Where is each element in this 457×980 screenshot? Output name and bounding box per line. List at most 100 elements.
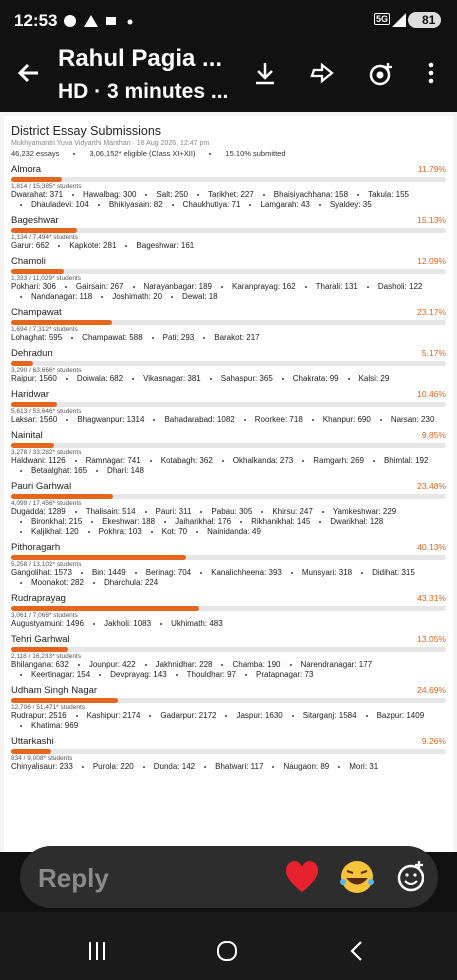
separator [304,285,307,288]
stat: 46,232 essays [11,149,60,158]
block-count: Syaldey: 35 [329,200,372,209]
block-count: Khirsu: 247 [272,507,313,516]
separator [134,571,137,574]
separator [249,203,252,206]
block-count: Ramnagar: 741 [85,456,141,465]
block-count: Jaspur: 1630 [236,711,283,720]
block-count: Chamba: 190 [232,660,281,669]
district: Udham Singh Nagar 24.69% 12,706 / 51,471* … [11,685,446,730]
block-item: Vikasnagar: 381 [123,374,201,383]
block-item: Jaiharikhal: 176 [155,517,231,526]
report-stats: 46,232 essays 3,06,152* eligible (Class X… [11,149,446,158]
block-list: Garur: 662 Kapkote: 281 Bageshwar: 161 [11,241,446,250]
district: Pauri Garhwal 23.48% 4,099 / 17,456* stude… [11,481,446,536]
progress-fill [11,228,77,233]
back-button[interactable] [16,60,42,86]
block-count: Bhatwari: 117 [215,762,264,771]
block-item: Betaalghat: 165 [11,466,87,475]
block-count: Lamgarah: 43 [260,200,310,209]
block-count: Thalisain: 514 [85,507,136,516]
block-count: Pokhari: 306 [11,282,56,291]
progress-fill [11,555,186,560]
district: Champawat 23.17% 1,694 / 7,312* students Lo… [11,307,446,342]
nav-buttons[interactable] [86,940,376,962]
separator [92,622,95,625]
block-item: Dhari: 148 [87,466,144,475]
block-count: Bhagwanpur: 1314 [77,415,145,424]
separator [20,469,22,472]
block-item: Naugaon: 89 [263,762,329,771]
separator [75,714,78,717]
block-count: Roorkee: 718 [254,415,303,424]
block-count: Bhimtal: 192 [383,456,429,465]
district-header: Pauri Garhwal 23.48% [11,481,446,492]
reactions[interactable] [284,859,424,895]
district-percent: 15.13% [417,215,446,225]
separator [20,295,22,298]
progress-fill [11,269,64,274]
block-item: Lohaghat: 595 [11,333,62,342]
block-item: Kot: 70 [142,527,187,536]
separator [91,520,94,523]
block-count: Bhikiyasain: 82 [108,200,163,209]
block-count: Doiwala: 682 [76,374,124,383]
header-actions[interactable] [252,60,442,88]
block-item: Dhauladevi: 104 [11,200,89,209]
block-item: Didihat: 315 [352,568,415,577]
progress-track [11,228,446,233]
signal [392,13,406,27]
block-count: Pratapnagar: 73 [256,670,314,679]
block-count: Dewal: 18 [182,292,218,301]
separator [221,459,224,462]
stat: 15.10% submitted [225,149,286,158]
block-item: Augustyamuni: 1496 [11,619,84,628]
block-item: Salt: 250 [136,190,188,199]
block-item: Berinag: 704 [126,568,191,577]
separator [80,571,83,574]
block-count: Bironkhal: 215 [31,517,83,526]
block-count: Dugadda: 1289 [11,507,66,516]
district: Almora 11.79% 1,814 / 15,385* students Dwar… [11,164,446,209]
block-item: Chamba: 190 [212,660,281,669]
reply-bar[interactable]: Reply [20,846,438,908]
block-list: Augustyamuni: 1496 Jakholi: 1083 Ukhimath:… [11,619,446,628]
separator [209,377,212,380]
block-count: Nainidanda: 49 [207,527,261,536]
block-count: Bhaisiyachhana: 158 [273,190,349,199]
block-list: Lohaghat: 595 Champawat: 588 Pati: 293 Bara… [11,333,446,342]
block-item: Dugadda: 1289 [11,507,66,516]
block-count: Karanprayag: 162 [232,282,296,291]
block-item: Kapkote: 281 [49,241,116,250]
progress-track [11,647,446,652]
shared-image[interactable]: District Essay Submissions Mukhyamantri … [0,112,457,852]
block-count: Pokhra: 103 [98,527,142,536]
district-students: 834 / 9,008* students [11,755,73,762]
district: Haridwar 10.46% 5,613 / 53,646* students La… [11,389,446,424]
block-count: Ramgarh: 269 [313,456,364,465]
block-list: Bhilangana: 632 Jounpur: 422 Jakhnidhar: 2… [11,660,446,679]
district-students: 1,814 / 15,385* students [11,183,82,190]
district-header: Dehradun 5.17% [11,348,446,359]
separator [196,193,199,196]
block-item: Munsyari: 318 [282,568,352,577]
district-students: 3,278 / 33,282* students [11,449,82,456]
block-count: Dhari: 148 [107,466,144,475]
block-item: Bhimtal: 192 [364,456,428,465]
district: Chamoli 12.09% 1,333 / 11,029* students Pok… [11,256,446,301]
block-count: Gangolihat: 1573 [11,568,72,577]
block-item: Takula: 155 [348,190,409,199]
block-count: Kanalichheena: 393 [211,568,282,577]
reply-input[interactable]: Reply [38,863,109,893]
block-item: Purola: 220 [73,762,134,771]
block-item: Chaukhutiya: 71 [163,200,241,209]
block-count: Dwarikhal: 128 [330,517,384,526]
block-count: Dwarahat: 371 [11,190,64,199]
district-percent: 13.05% [417,634,446,644]
separator [365,714,368,717]
separator [150,530,153,533]
separator [96,469,99,472]
district-header: Udham Singh Nagar 24.69% [11,685,446,696]
separator [20,673,22,676]
block-item: Dharchula: 224 [84,578,158,587]
block-count: Chaukhutiya: 71 [182,200,241,209]
